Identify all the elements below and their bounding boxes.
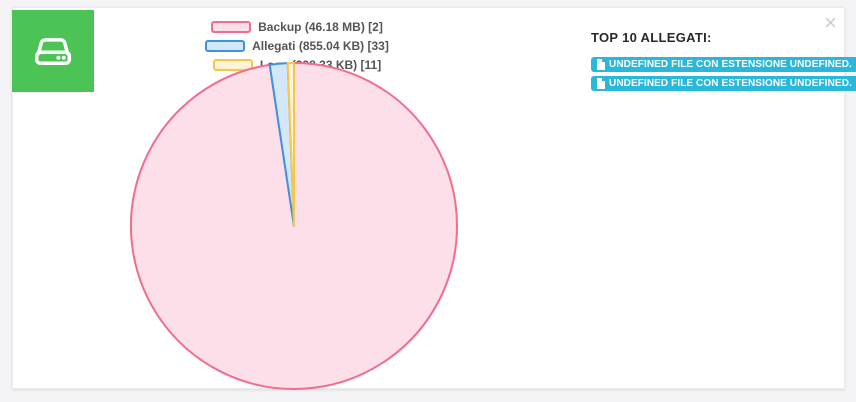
legend-label-allegati: Allegati (855.04 KB) [33] <box>252 39 389 53</box>
allegato-badge-label: UNDEFINED FILE CON ESTENSIONE UNDEFINED. <box>609 78 852 89</box>
pie-chart[interactable] <box>124 56 464 396</box>
legend-item-backup[interactable]: Backup (46.18 MB) [2] <box>211 20 383 34</box>
pie-chart-svg <box>130 61 458 390</box>
pie-slice-logs[interactable] <box>286 61 295 227</box>
logs-swatch <box>212 59 253 71</box>
allegato-badge[interactable]: UNDEFINED FILE CON ESTENSIONE UNDEFINED. <box>591 57 856 72</box>
allegati-swatch <box>205 40 246 52</box>
allegato-badge-label: UNDEFINED FILE CON ESTENSIONE UNDEFINED. <box>609 59 852 70</box>
top-allegati-panel: TOP 10 ALLEGATI: UNDEFINED FILE CON ESTE… <box>591 30 856 95</box>
legend-item-allegati[interactable]: Allegati (855.04 KB) [33] <box>205 39 389 53</box>
file-icon <box>596 78 605 89</box>
legend-label-backup: Backup (46.18 MB) [2] <box>258 20 383 34</box>
storage-tile[interactable] <box>12 10 94 92</box>
storage-widget-card: × Backup (46.18 MB) [2] Allegati (855.04… <box>12 7 856 390</box>
allegato-badge[interactable]: UNDEFINED FILE CON ESTENSIONE UNDEFINED. <box>591 76 856 91</box>
panel-title: TOP 10 ALLEGATI: <box>591 30 712 45</box>
close-icon[interactable]: × <box>824 10 837 35</box>
backup-swatch <box>211 21 252 33</box>
pie-legend: Backup (46.18 MB) [2] Allegati (855.04 K… <box>111 20 483 72</box>
hard-drive-icon <box>32 30 74 73</box>
file-icon <box>596 59 605 70</box>
